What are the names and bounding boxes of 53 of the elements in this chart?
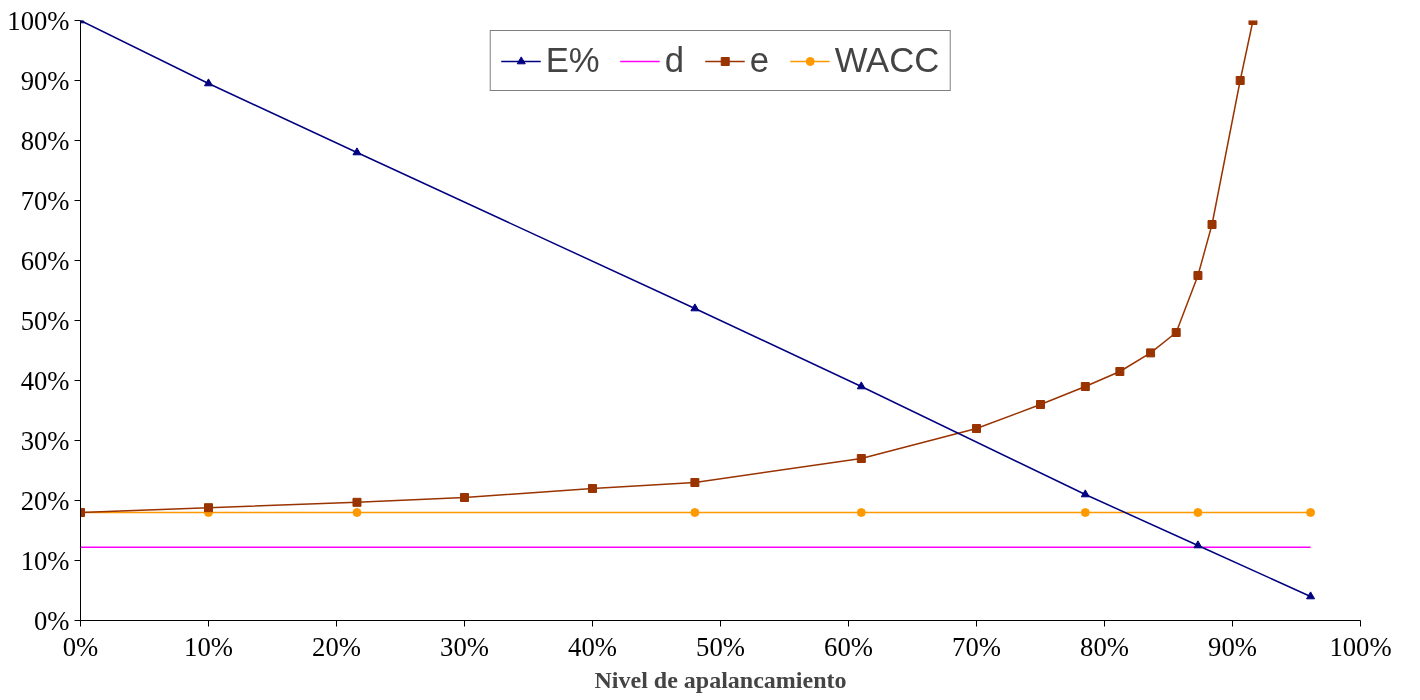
point	[856, 454, 866, 463]
point	[352, 508, 362, 517]
point	[1306, 591, 1316, 600]
x-tick-label: 100%	[1329, 631, 1392, 662]
point	[1193, 540, 1203, 549]
legend-label: WACC	[834, 41, 940, 80]
x-tick-label: 70%	[952, 631, 1001, 662]
x-tick-label: 10%	[184, 631, 233, 662]
point	[1207, 220, 1217, 229]
point	[1193, 271, 1203, 280]
point	[352, 497, 362, 507]
y-tick-label: 60%	[20, 245, 70, 276]
point	[588, 484, 597, 493]
point	[690, 303, 700, 312]
y-tick-label: 30%	[20, 425, 70, 456]
legend-label: e	[749, 41, 770, 80]
point	[856, 508, 866, 517]
y-tick-label: 20%	[20, 485, 70, 516]
x-tick-label: 40%	[568, 631, 617, 662]
y-tick-label: 90%	[20, 65, 70, 96]
y-tick-label: 50%	[20, 305, 70, 336]
point	[1171, 328, 1181, 337]
point	[1146, 348, 1156, 358]
point	[690, 478, 700, 487]
y-tick-label: 70%	[20, 185, 70, 216]
y-tick-label: 100%	[7, 5, 70, 36]
point	[1306, 508, 1316, 517]
point	[856, 381, 866, 390]
x-tick-label: 20%	[312, 631, 361, 662]
point	[972, 424, 981, 433]
point	[1036, 400, 1045, 409]
legend-label: E%	[545, 41, 600, 80]
y-tick-label: 40%	[20, 365, 70, 396]
point	[204, 78, 213, 87]
x-tick-label: 50%	[696, 631, 745, 662]
point	[1080, 508, 1090, 517]
x-tick-label: 80%	[1080, 631, 1129, 662]
legend-label: d	[664, 41, 685, 80]
point	[204, 503, 213, 513]
y-tick-label: 10%	[20, 545, 70, 576]
point	[460, 493, 469, 502]
point	[1193, 508, 1203, 517]
x-tick-label: 90%	[1208, 631, 1257, 662]
x-axis-title: Nivel de apalancamiento	[594, 666, 847, 693]
y-tick-label: 80%	[20, 125, 70, 156]
point	[1235, 76, 1245, 85]
point	[352, 147, 362, 156]
x-tick-label: 60%	[824, 631, 873, 662]
point	[690, 508, 700, 517]
point	[1115, 367, 1125, 376]
point	[1080, 382, 1090, 391]
x-tick-label: 30%	[440, 631, 489, 662]
point	[1080, 489, 1090, 498]
